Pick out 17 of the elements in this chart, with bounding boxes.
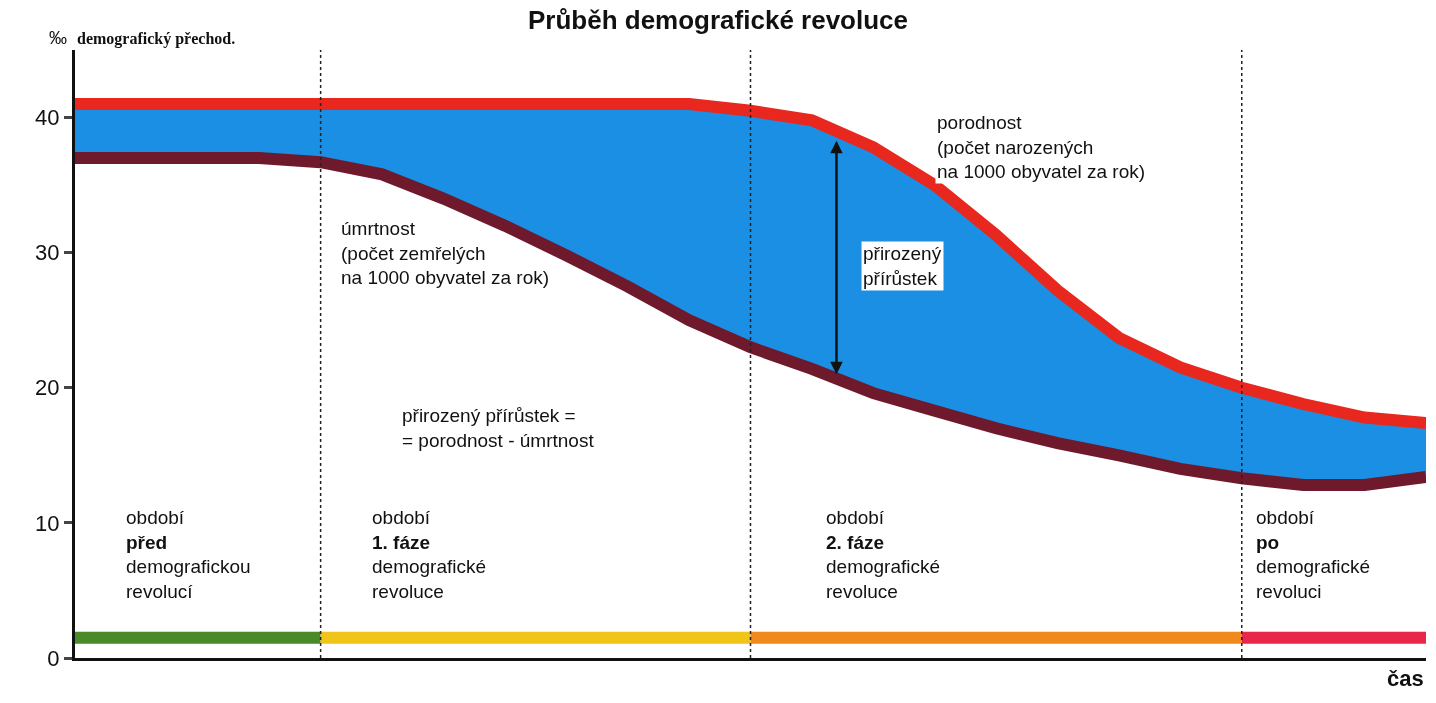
annotation: období před demografickou revolucí	[126, 507, 251, 603]
annotation: porodnost (počet narozených na 1000 obyvatel za rok)	[937, 112, 1146, 183]
annotation: přirozený přírůstek = = porodnost - úmrtnost	[402, 405, 595, 451]
y-tick-label: 40	[35, 105, 60, 131]
chart-title: Průběh demografické revoluce	[527, 4, 909, 35]
y-tick-label: 20	[35, 375, 60, 401]
x-axis-title: čas	[1387, 666, 1424, 691]
annotation: období po demografické revoluci	[1256, 507, 1371, 603]
y-tick-label: 30	[35, 240, 60, 266]
text: demografický přechod.	[77, 30, 236, 48]
y-tick-label: 10	[35, 510, 60, 536]
y-axis-title: ‰	[49, 28, 67, 48]
annotation: období 1. fáze demografické revoluce	[372, 507, 487, 603]
annotation: období 2. fáze demografické revoluce	[826, 507, 941, 603]
annotation: přirozený přírůstek	[863, 243, 942, 289]
y-tick-label: 0	[47, 645, 60, 671]
annotation: úmrtnost (počet zemřelých na 1000 obyvatel za rok)	[341, 218, 550, 289]
